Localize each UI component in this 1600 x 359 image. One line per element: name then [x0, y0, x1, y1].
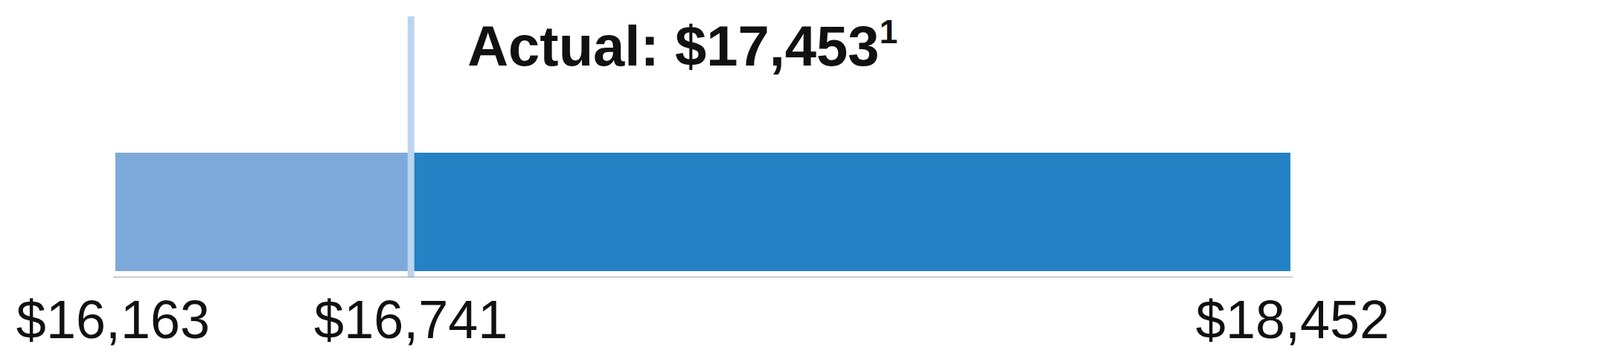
svg-text:Actual: $17,4531: Actual: $17,4531	[467, 13, 898, 78]
svg-text:$16,741: $16,741	[314, 289, 508, 350]
svg-text:$16,163: $16,163	[16, 289, 210, 350]
svg-text:$18,452: $18,452	[1195, 289, 1390, 350]
